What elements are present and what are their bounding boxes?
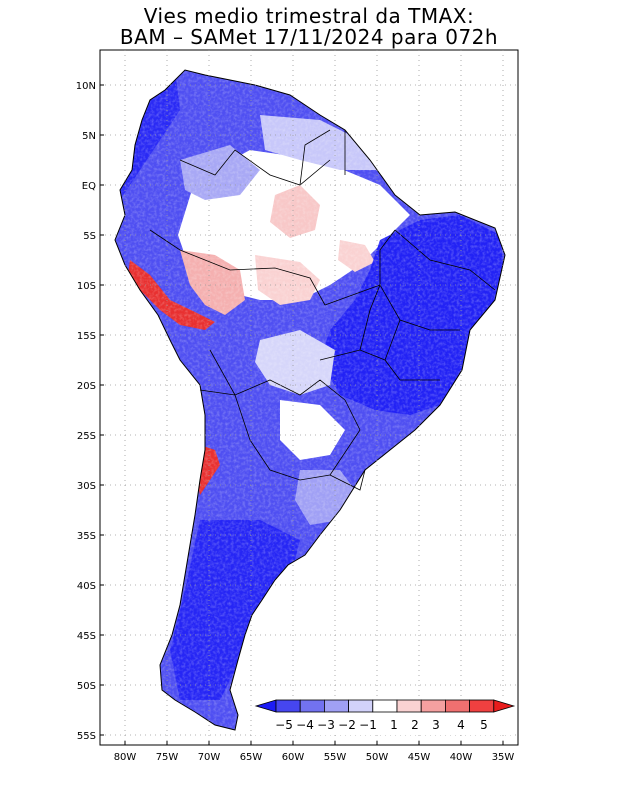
colorbar-box: [396, 699, 422, 713]
colorbar-label: 5: [480, 718, 488, 732]
lon-axis: 80W 75W 70W 65W 60W 55W 50W 45W 40W 35W: [114, 741, 515, 763]
colorbar-label: −5: [275, 718, 293, 732]
colorbar-box: [444, 699, 470, 713]
colorbar-box: [323, 699, 349, 713]
lat-label: 5S: [83, 231, 96, 242]
colorbar-label: −1: [359, 718, 377, 732]
lon-label: 60W: [282, 752, 305, 763]
colorbar-box: [275, 699, 301, 713]
colorbar-label: 2: [411, 718, 419, 732]
lat-label: 55S: [77, 731, 96, 742]
lon-label: 55W: [324, 752, 347, 763]
colorbar-label: −4: [296, 718, 314, 732]
lat-label: 45S: [77, 631, 96, 642]
colorbar-box: [348, 699, 374, 713]
lat-label: 35S: [77, 531, 96, 542]
colorbar-label: 3: [432, 718, 440, 732]
colorbar-label: −3: [317, 718, 335, 732]
lon-label: 80W: [114, 752, 137, 763]
colorbar-label: 1: [390, 718, 398, 732]
colorbar-box: [372, 699, 398, 713]
lon-label: 75W: [156, 752, 179, 763]
lat-label: 5N: [82, 131, 96, 142]
lat-label: 40S: [77, 581, 96, 592]
colorbar-arrow-right: [493, 699, 516, 713]
grid-lines: [100, 50, 518, 745]
lon-label: 50W: [366, 752, 389, 763]
lat-label: 20S: [77, 381, 96, 392]
lon-label: 40W: [450, 752, 473, 763]
lat-label: 25S: [77, 431, 96, 442]
colorbar-box: [420, 699, 446, 713]
lat-label: 50S: [77, 681, 96, 692]
lat-label: 10N: [76, 81, 96, 92]
lat-label: EQ: [82, 181, 96, 192]
lon-label: 35W: [492, 752, 515, 763]
colorbar-label: 4: [457, 718, 465, 732]
colorbar-label: −2: [338, 718, 356, 732]
lon-label: 65W: [240, 752, 263, 763]
lat-axis: 10N 5N EQ 5S 10S 15S 20S 25S 30S 35S 40S…: [76, 81, 104, 742]
colorbar-box: [299, 699, 325, 713]
title-line-2: BAM – SAMet 17/11/2024 para 072h: [119, 25, 499, 49]
lat-label: 30S: [77, 481, 96, 492]
colorbar-box: [469, 699, 495, 713]
coastline: [114, 69, 506, 731]
lon-label: 45W: [408, 752, 431, 763]
title-line-1: Vies medio trimestral da TMAX:: [143, 4, 475, 28]
lon-label: 70W: [198, 752, 221, 763]
colorbar-boxes: [254, 699, 516, 713]
lat-label: 10S: [77, 281, 96, 292]
colorbar: −5 −4 −3 −2 −1 1 2 3 4 5: [252, 697, 516, 735]
country-borders: [149, 129, 496, 491]
lat-label: 15S: [77, 331, 96, 342]
